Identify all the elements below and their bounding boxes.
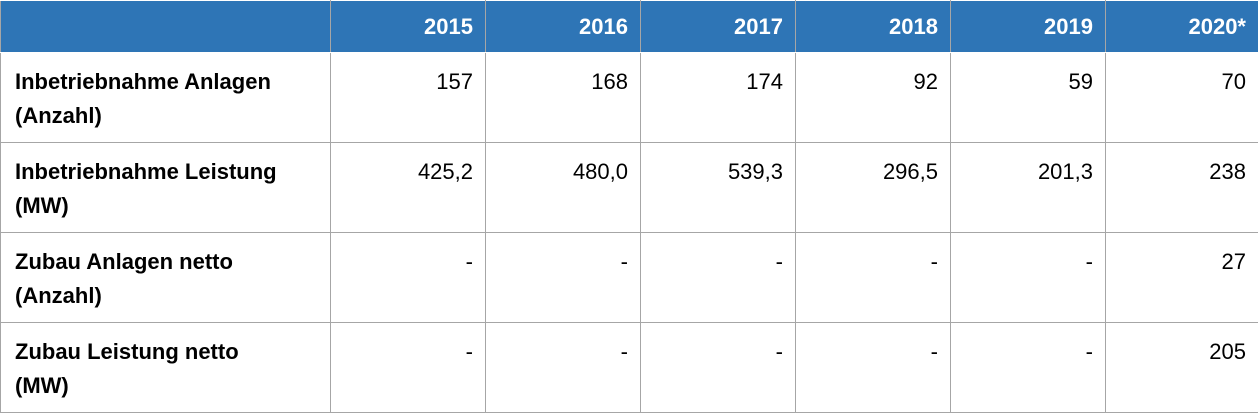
- value-cell: -: [795, 322, 951, 413]
- year-header: 2020*: [1105, 0, 1258, 53]
- row-label-line: (MW): [15, 193, 69, 218]
- value-cell: 205: [1105, 322, 1258, 413]
- value-cell: 480,0: [485, 142, 641, 233]
- header-row: 2015 2016 2017 2018 2019 2020*: [0, 0, 1258, 53]
- row-label: Zubau Leistung netto (MW): [0, 322, 331, 413]
- value-cell: -: [795, 232, 951, 323]
- value-cell: -: [950, 232, 1106, 323]
- value-cell: 168: [485, 52, 641, 143]
- value-cell: 27: [1105, 232, 1258, 323]
- row-label-line: (Anzahl): [15, 283, 102, 308]
- row-label-line: Zubau Leistung netto: [15, 339, 239, 364]
- row-label-line: Inbetriebnahme Leistung: [15, 159, 277, 184]
- value-cell: 296,5: [795, 142, 951, 233]
- value-cell: 425,2: [330, 142, 486, 233]
- row-label-line: (Anzahl): [15, 103, 102, 128]
- value-cell: 157: [330, 52, 486, 143]
- value-cell: -: [485, 322, 641, 413]
- value-cell: -: [640, 232, 796, 323]
- table-row: Inbetriebnahme Anlagen (Anzahl) 157 168 174 9…: [0, 52, 1258, 143]
- corner-cell: [0, 0, 331, 53]
- table-body: Inbetriebnahme Anlagen (Anzahl) 157 168 174 9…: [0, 52, 1258, 413]
- row-label: Inbetriebnahme Anlagen (Anzahl): [0, 52, 331, 143]
- value-cell: 174: [640, 52, 796, 143]
- value-cell: -: [950, 322, 1106, 413]
- value-cell: -: [640, 322, 796, 413]
- year-header: 2019: [950, 0, 1106, 53]
- value-cell: 238: [1105, 142, 1258, 233]
- value-cell: -: [330, 322, 486, 413]
- year-header: 2015: [330, 0, 486, 53]
- table-row: Zubau Anlagen netto (Anzahl) - - - - -27: [0, 232, 1258, 323]
- year-header: 2018: [795, 0, 951, 53]
- value-cell: -: [485, 232, 641, 323]
- value-cell: 59: [950, 52, 1106, 143]
- value-cell: 201,3: [950, 142, 1106, 233]
- table-row: Zubau Leistung netto (MW) - - - - -205: [0, 322, 1258, 413]
- row-label-line: (MW): [15, 373, 69, 398]
- row-label-line: Inbetriebnahme Anlagen: [15, 69, 271, 94]
- year-header: 2016: [485, 0, 641, 53]
- row-label: Zubau Anlagen netto (Anzahl): [0, 232, 331, 323]
- value-cell: -: [330, 232, 486, 323]
- value-cell: 92: [795, 52, 951, 143]
- row-label: Inbetriebnahme Leistung (MW): [0, 142, 331, 233]
- value-cell: 70: [1105, 52, 1258, 143]
- row-label-line: Zubau Anlagen netto: [15, 249, 233, 274]
- table-row: Inbetriebnahme Leistung (MW) 425,2 480,0 539…: [0, 142, 1258, 233]
- year-header: 2017: [640, 0, 796, 53]
- value-cell: 539,3: [640, 142, 796, 233]
